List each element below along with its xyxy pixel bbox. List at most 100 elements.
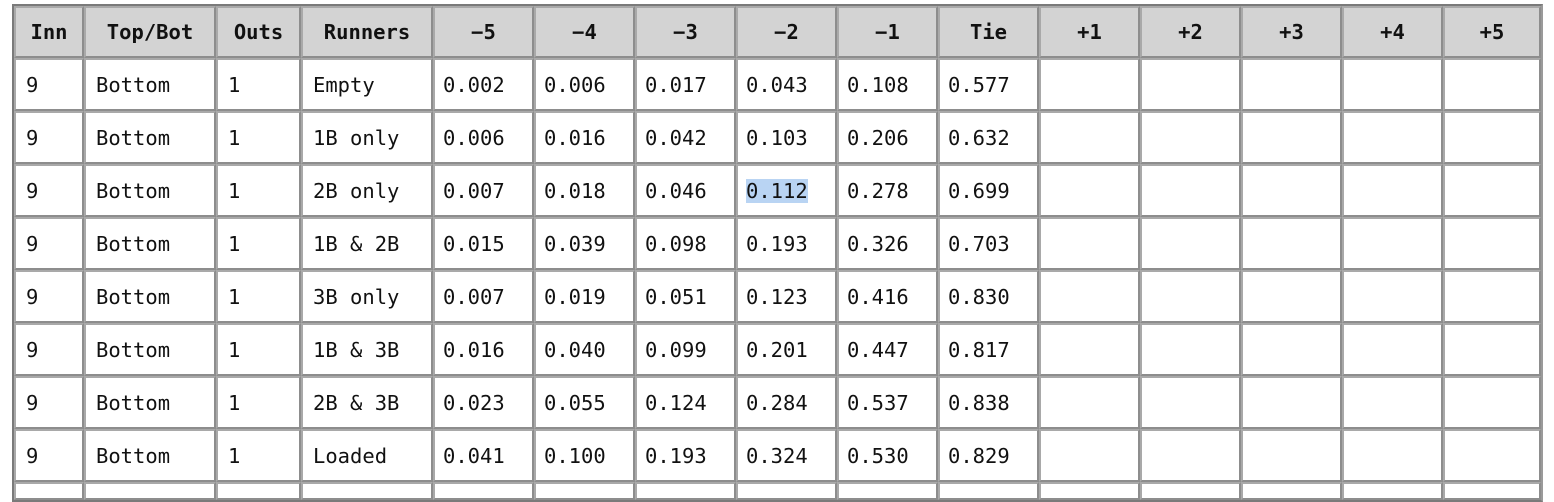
table-cell (216, 482, 301, 500)
table-cell-text: 1 (228, 284, 241, 309)
table-cell-text: 9 (26, 390, 39, 415)
table-row: 9 Bottom 1 2B & 3B 0.023 0.055 0.124 0.284 0.537… (14, 376, 1541, 429)
probability-value: 0.201 (746, 337, 808, 362)
table-cell (1140, 217, 1241, 270)
table-cell: 0.002 (433, 58, 534, 111)
table-cell (14, 482, 84, 500)
table-cell-text: 9 (26, 72, 39, 97)
probability-value: 0.098 (645, 231, 707, 256)
table-cell (1342, 270, 1443, 323)
table-cell: 0.193 (635, 429, 736, 482)
probability-value: 0.023 (443, 390, 505, 415)
table-cell (1241, 270, 1342, 323)
table-cell: 0.201 (736, 323, 837, 376)
probability-value: 0.193 (645, 443, 707, 468)
table-cell: 0.108 (837, 58, 938, 111)
table-cell (433, 482, 534, 500)
table-cell: 0.099 (635, 323, 736, 376)
probability-value: 0.007 (443, 284, 505, 309)
table-cell (1241, 217, 1342, 270)
probability-value: 0.002 (443, 72, 505, 97)
probability-value: 0.100 (544, 443, 606, 468)
table-cell (1443, 482, 1541, 500)
table-cell (1039, 58, 1140, 111)
probability-value: 0.103 (746, 125, 808, 150)
table-cell-text: 9 (26, 337, 39, 362)
table-cell (1140, 429, 1241, 482)
table-cell: 0.042 (635, 111, 736, 164)
table-cell: 9 (14, 164, 84, 217)
table-cell: 1B only (301, 111, 433, 164)
table-cell: 0.829 (938, 429, 1039, 482)
table-cell: 0.447 (837, 323, 938, 376)
table-cell: 0.530 (837, 429, 938, 482)
col-header-run-diff-5: −4 (534, 6, 635, 58)
table-cell (1342, 429, 1443, 482)
probability-value: 0.838 (948, 390, 1010, 415)
table-cell (1241, 111, 1342, 164)
table-cell: 0.015 (433, 217, 534, 270)
table-cell: Loaded (301, 429, 433, 482)
probability-value: 0.016 (443, 337, 505, 362)
table-cell: 0.023 (433, 376, 534, 429)
table-cell: Bottom (84, 58, 216, 111)
table-row: 9 Bottom 1 Empty 0.002 0.006 0.017 0.043 0.108 0.… (14, 58, 1541, 111)
table-cell (1241, 323, 1342, 376)
selected-text: 0.112 (746, 178, 808, 203)
table-row: 9 Bottom 1 2B only 0.007 0.018 0.046 0.112 0.278… (14, 164, 1541, 217)
table-cell (1140, 482, 1241, 500)
table-cell: 0.577 (938, 58, 1039, 111)
table-cell: Bottom (84, 111, 216, 164)
probability-value: 0.123 (746, 284, 808, 309)
probability-value: 0.018 (544, 178, 606, 203)
table-cell (1443, 376, 1541, 429)
table-cell-text: Bottom (96, 125, 171, 150)
table-cell (1342, 164, 1443, 217)
col-header-runners: Runners (301, 6, 433, 58)
table-cell-text: 1 (228, 231, 241, 256)
probability-value: 0.530 (847, 443, 909, 468)
table-header: Inn Top/Bot Outs Runners −5 −4 −3 −2 −1 Tie +1 +2 +3… (14, 6, 1541, 58)
table-cell-text: 1 (228, 443, 241, 468)
table-cell: 1 (216, 376, 301, 429)
table-cell: 0.830 (938, 270, 1039, 323)
table-cell: 0.100 (534, 429, 635, 482)
table-cell (1241, 376, 1342, 429)
table-cell: 0.326 (837, 217, 938, 270)
table-cell: 9 (14, 58, 84, 111)
table-cell: 9 (14, 323, 84, 376)
probability-value: 0.206 (847, 125, 909, 150)
probability-value: 0.039 (544, 231, 606, 256)
probability-value: 0.278 (847, 178, 909, 203)
table-cell (1140, 376, 1241, 429)
table-cell (1443, 429, 1541, 482)
table-cell-text: Bottom (96, 390, 171, 415)
col-header-inning: Inn (14, 6, 84, 58)
table-cell: 1 (216, 270, 301, 323)
table-cell: 0.098 (635, 217, 736, 270)
table-cell: 9 (14, 429, 84, 482)
col-header-run-diff-10: +1 (1039, 6, 1140, 58)
table-cell: 3B only (301, 270, 433, 323)
table-cell (1140, 270, 1241, 323)
table-cell (1039, 429, 1140, 482)
col-header-run-diff-4: −5 (433, 6, 534, 58)
col-header-run-diff-8: −1 (837, 6, 938, 58)
win-probability-table-container: Inn Top/Bot Outs Runners −5 −4 −3 −2 −1 Tie +1 +2 +3… (12, 4, 1543, 502)
table-cell: 0.193 (736, 217, 837, 270)
table-cell: 2B & 3B (301, 376, 433, 429)
table-cell: 0.041 (433, 429, 534, 482)
table-cell (837, 482, 938, 500)
header-row: Inn Top/Bot Outs Runners −5 −4 −3 −2 −1 Tie +1 +2 +3… (14, 6, 1541, 58)
probability-value: 0.017 (645, 72, 707, 97)
table-cell: 0.016 (433, 323, 534, 376)
col-header-run-diff-9: Tie (938, 6, 1039, 58)
table-cell (1039, 482, 1140, 500)
table-cell: 0.017 (635, 58, 736, 111)
table-cell: 0.103 (736, 111, 837, 164)
table-cell: Bottom (84, 164, 216, 217)
table-cell: 1B & 2B (301, 217, 433, 270)
table-cell: 0.019 (534, 270, 635, 323)
table-cell: 0.007 (433, 164, 534, 217)
table-cell: 0.112 (736, 164, 837, 217)
